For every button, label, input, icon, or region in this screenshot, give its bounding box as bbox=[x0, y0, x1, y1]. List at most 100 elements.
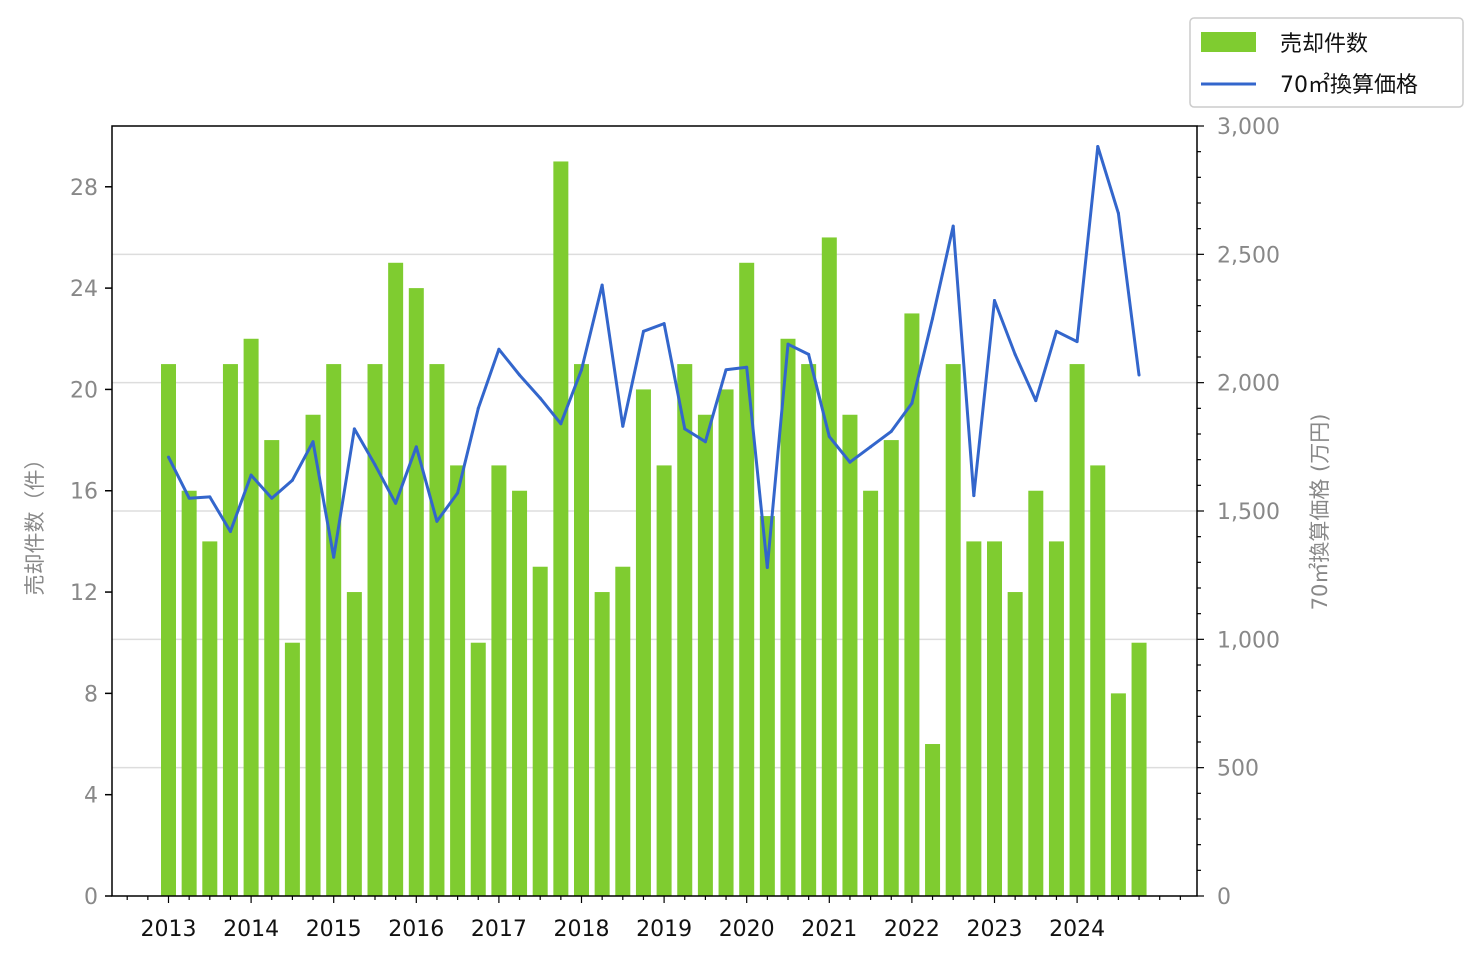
bar bbox=[1048, 541, 1064, 896]
bar bbox=[718, 389, 734, 896]
right-axis: 0 500 1,000 1,500 2,000 2,500 3,000 bbox=[1197, 115, 1280, 910]
line-point bbox=[600, 283, 604, 287]
bar bbox=[987, 541, 1002, 896]
bar bbox=[966, 541, 982, 896]
bar bbox=[574, 364, 589, 896]
line-point bbox=[290, 478, 294, 482]
left-tick-label: 20 bbox=[70, 378, 98, 403]
left-tick-label: 24 bbox=[70, 277, 98, 302]
bar bbox=[181, 490, 197, 896]
x-tick-label: 2015 bbox=[306, 917, 362, 942]
line-point bbox=[724, 368, 728, 372]
line-point bbox=[1137, 373, 1141, 377]
x-tick-label: 2022 bbox=[884, 917, 940, 942]
bar-series bbox=[161, 161, 1147, 897]
line-point bbox=[559, 422, 563, 426]
legend-label-bars: 売却件数 bbox=[1280, 32, 1368, 57]
bar bbox=[1007, 592, 1023, 896]
line-point bbox=[476, 406, 480, 410]
bar bbox=[284, 642, 300, 896]
left-tick-label: 28 bbox=[70, 176, 98, 201]
bar bbox=[243, 338, 259, 896]
left-tick-label: 12 bbox=[70, 581, 98, 606]
line-series bbox=[167, 145, 1141, 569]
line-point bbox=[1054, 329, 1058, 333]
x-tick-label: 2024 bbox=[1049, 917, 1105, 942]
line-point bbox=[910, 401, 914, 405]
bar bbox=[553, 161, 569, 897]
bar bbox=[863, 490, 879, 896]
right-tick-label: 3,000 bbox=[1217, 115, 1280, 140]
x-tick-label: 2023 bbox=[967, 917, 1023, 942]
right-tick-label: 1,500 bbox=[1217, 500, 1280, 525]
line-point bbox=[414, 445, 418, 449]
bar bbox=[821, 237, 837, 896]
line-point bbox=[848, 460, 852, 464]
bar bbox=[512, 490, 528, 896]
left-tick-label: 16 bbox=[70, 480, 98, 505]
bar bbox=[305, 414, 321, 896]
bar bbox=[904, 313, 920, 896]
left-tick-label: 4 bbox=[84, 784, 98, 809]
x-axis: 2013 2014 2015 2016 2017 2018 2019 2020 2021 2022… bbox=[126, 896, 1181, 942]
bar bbox=[367, 364, 383, 896]
line-point bbox=[1116, 211, 1120, 215]
line-point bbox=[662, 322, 666, 326]
bar bbox=[842, 414, 858, 896]
x-tick-label: 2014 bbox=[223, 917, 279, 942]
line-point bbox=[580, 368, 583, 372]
x-tick-label: 2021 bbox=[801, 917, 857, 942]
line-point bbox=[972, 494, 976, 498]
line-point bbox=[745, 365, 749, 369]
bar bbox=[346, 592, 362, 896]
legend-label-line: 70㎡換算価格 bbox=[1280, 72, 1418, 98]
x-tick-label: 2018 bbox=[554, 917, 610, 942]
bar bbox=[408, 288, 424, 897]
bar bbox=[429, 364, 445, 896]
bar bbox=[739, 262, 755, 896]
line-point bbox=[270, 496, 274, 500]
right-tick-label: 1,000 bbox=[1217, 628, 1280, 653]
line-point bbox=[394, 501, 398, 505]
line-point bbox=[373, 463, 377, 467]
bar bbox=[759, 516, 775, 896]
line-point bbox=[703, 440, 707, 444]
right-axis-title: 70㎡換算価格 (万円) bbox=[1308, 414, 1332, 611]
line-point bbox=[993, 299, 996, 303]
bar bbox=[264, 440, 280, 896]
x-tick-label: 2013 bbox=[141, 917, 197, 942]
line-point bbox=[456, 491, 460, 495]
line-point bbox=[931, 317, 935, 320]
bar bbox=[491, 465, 507, 896]
bar bbox=[780, 338, 796, 896]
bar bbox=[945, 364, 961, 896]
bar bbox=[1131, 642, 1147, 896]
line-point bbox=[786, 342, 790, 346]
bar bbox=[925, 744, 941, 896]
legend: 売却件数 70㎡換算価格 bbox=[1189, 17, 1464, 108]
line-point bbox=[538, 396, 542, 400]
legend-bar-swatch bbox=[1201, 32, 1256, 52]
line-point bbox=[208, 495, 212, 499]
bar bbox=[697, 414, 713, 896]
line-point bbox=[187, 496, 191, 500]
left-axis: 0 4 8 12 16 20 24 28 bbox=[70, 176, 112, 910]
line-point bbox=[435, 519, 439, 523]
line-point bbox=[1096, 145, 1100, 149]
bar bbox=[450, 465, 466, 896]
legend-box bbox=[1189, 17, 1464, 108]
line-point bbox=[497, 347, 501, 351]
right-tick-label: 2,000 bbox=[1217, 372, 1280, 397]
line-point bbox=[683, 427, 687, 431]
line-point bbox=[249, 473, 253, 477]
bar bbox=[1069, 364, 1085, 896]
bar bbox=[326, 364, 342, 896]
left-tick-label: 0 bbox=[84, 885, 98, 910]
line-point bbox=[332, 555, 336, 559]
bar bbox=[635, 389, 651, 896]
bar bbox=[677, 364, 693, 896]
bar bbox=[532, 566, 548, 896]
bar bbox=[656, 465, 672, 896]
bar bbox=[470, 642, 486, 896]
